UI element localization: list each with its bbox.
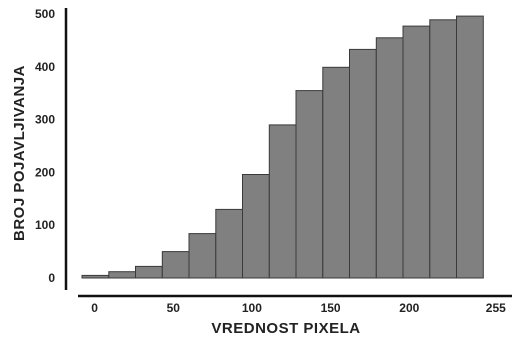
x-tick-label-5: 255 [486,301,506,315]
histogram-bar-14 [456,15,484,279]
histogram-bar-1 [108,271,137,279]
x-tick-label-0: 0 [91,301,98,315]
histogram-bar-13 [429,19,458,279]
y-tick-label-1: 100 [35,218,55,232]
y-tick-label-5: 500 [35,7,55,21]
y-tick-label-3: 300 [35,113,55,127]
histogram-bar-0 [81,274,110,279]
histogram-bar-12 [402,25,431,279]
histogram-bar-5 [215,208,244,279]
histogram-bar-11 [375,37,404,279]
x-tick-label-2: 100 [242,301,262,315]
y-tick-label-0: 0 [48,271,55,285]
x-tick-label-3: 150 [321,301,341,315]
histogram-bar-3 [161,251,190,279]
histogram-bar-9 [322,66,351,279]
bars-layer [81,15,484,279]
y-tick-label-2: 200 [35,165,55,179]
tick-labels-layer: 0 100 200 300 400 500 0 50 100 150 200 255 [35,7,506,315]
y-tick-label-4: 400 [35,60,55,74]
histogram-bar-6 [242,174,270,279]
x-tick-label-1: 50 [167,301,181,315]
axes-layer [64,8,512,298]
histogram-bar-7 [268,124,297,279]
x-tick-label-4: 200 [399,301,419,315]
histogram-bar-10 [349,48,377,279]
histogram-bar-2 [135,265,163,279]
y-axis-title: BROJ POJAVLJIVANJA [11,65,28,241]
histogram-bar-8 [295,90,324,279]
histogram-bar-4 [188,233,217,279]
x-axis-title: VREDNOST PIXELA [211,320,360,337]
